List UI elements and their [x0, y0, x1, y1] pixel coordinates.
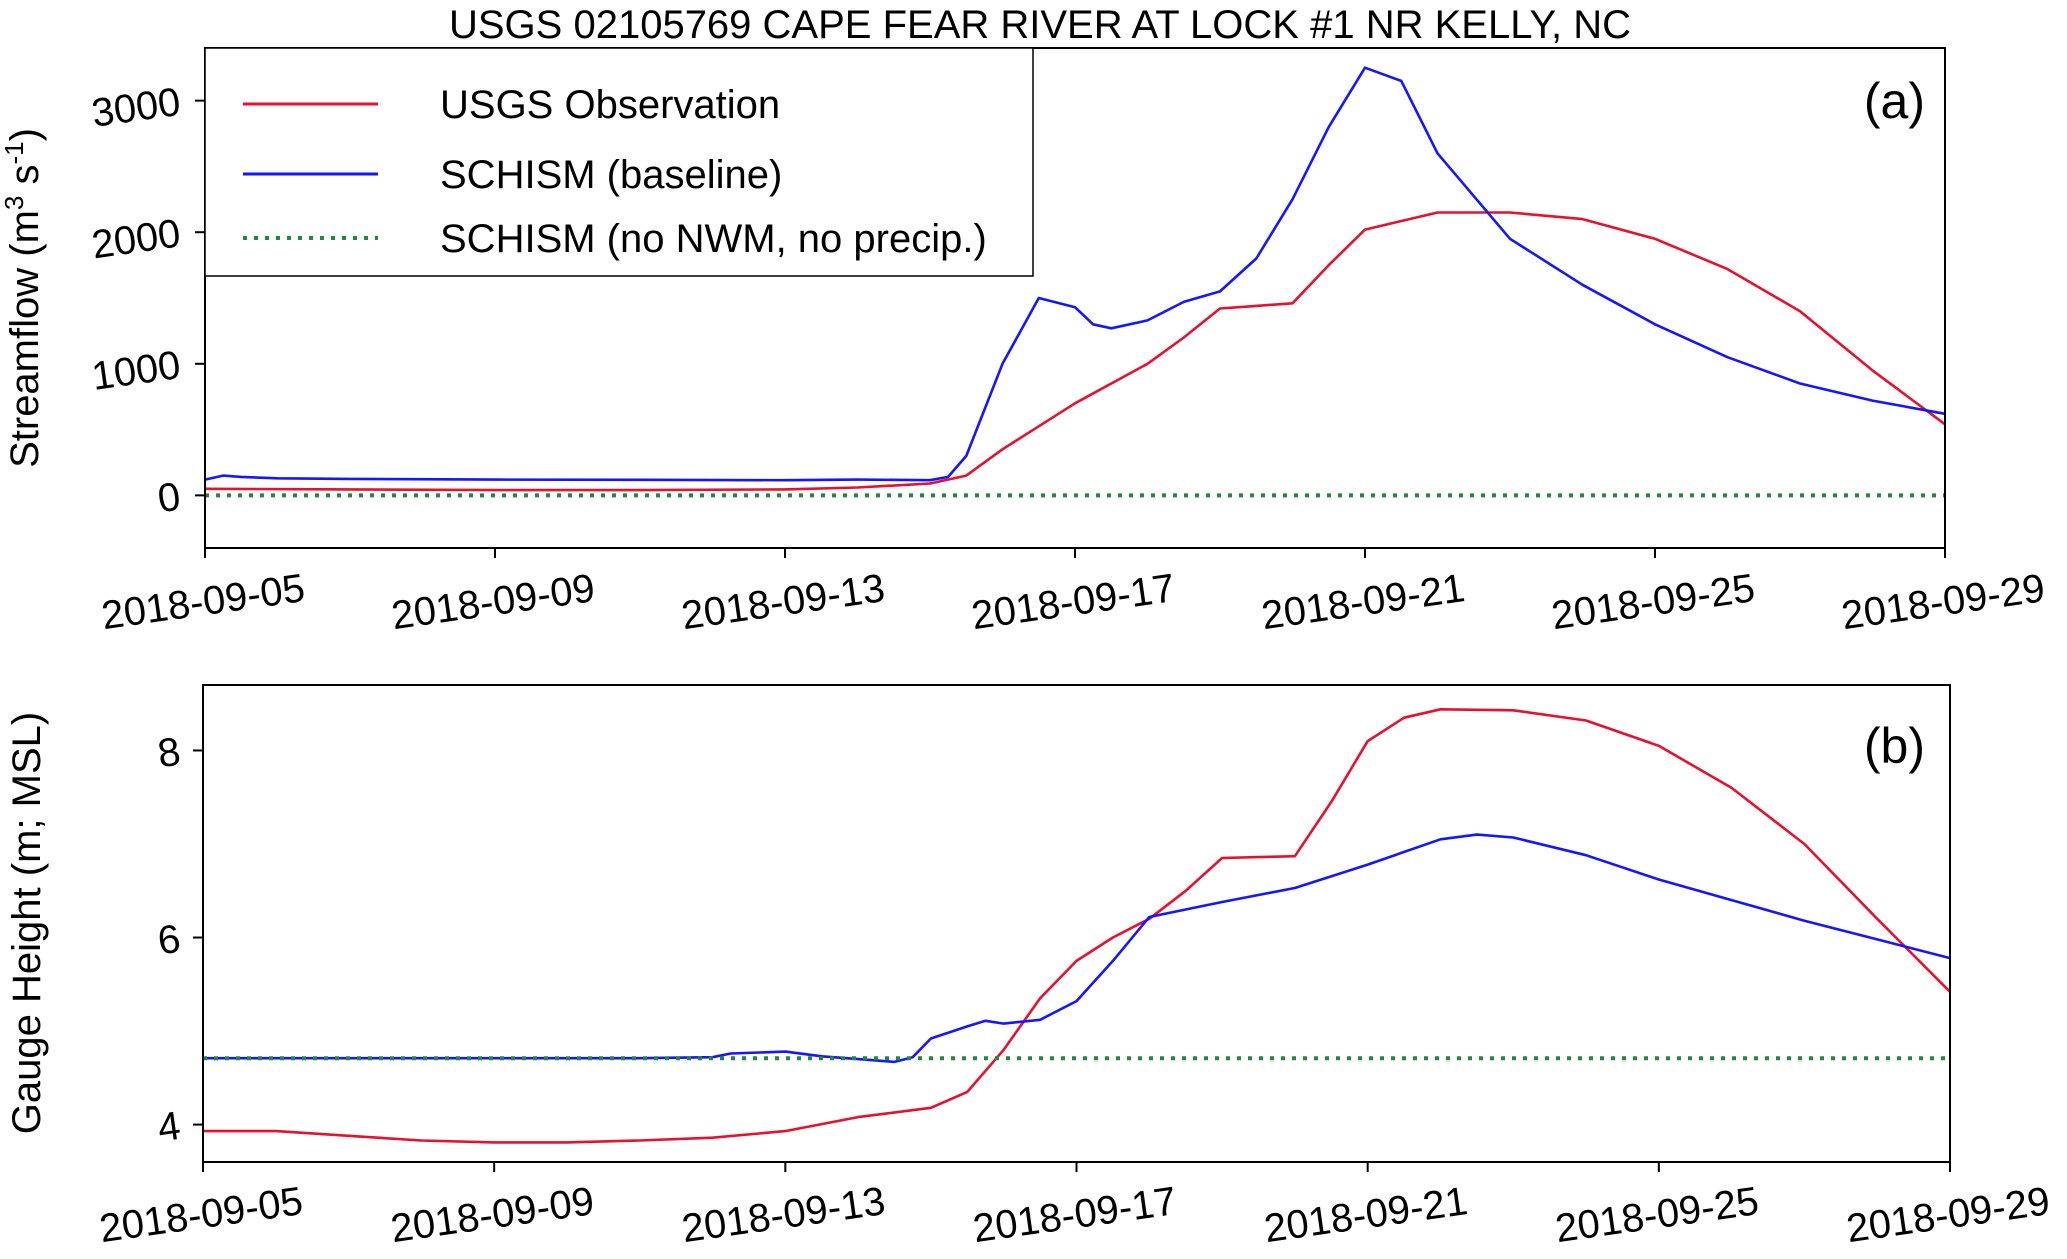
panel-b-y-axis-label: Gauge Height (m; MSL) [5, 712, 49, 1134]
panel-b-label: (b) [1864, 718, 1925, 774]
series-line-usgs-observation [204, 211, 1946, 492]
chart-title: USGS 02105769 CAPE FEAR RIVER AT LOCK #1… [449, 3, 1631, 47]
panel-a-label: (a) [1864, 73, 1925, 129]
y-label-part-main: Streamflow (m [3, 210, 47, 468]
series-line-usgs-observation [203, 707, 1951, 1144]
legend-label-schism-no-nwm: SCHISM (no NWM, no precip.) [440, 217, 987, 261]
panel-b-series [203, 707, 1951, 1144]
y-label-part-mid: s [3, 165, 47, 196]
panel-a-series [204, 66, 1946, 498]
legend-label-usgs-observation: USGS Observation [440, 83, 780, 127]
legend-label-schism-baseline: SCHISM (baseline) [440, 153, 782, 197]
series-line-schism-baseline [203, 833, 1951, 1064]
y-label-sup-1: 3 [0, 196, 29, 210]
y-label-sup-2: -1 [0, 141, 29, 164]
series-line-schism-baseline [204, 66, 1946, 482]
panel-a-y-axis-label: Streamflow (m3 s-1) [0, 128, 47, 468]
y-label-part-end: ) [3, 128, 47, 141]
legend: USGS Observation SCHISM (baseline) SCHIS… [204, 47, 1034, 277]
